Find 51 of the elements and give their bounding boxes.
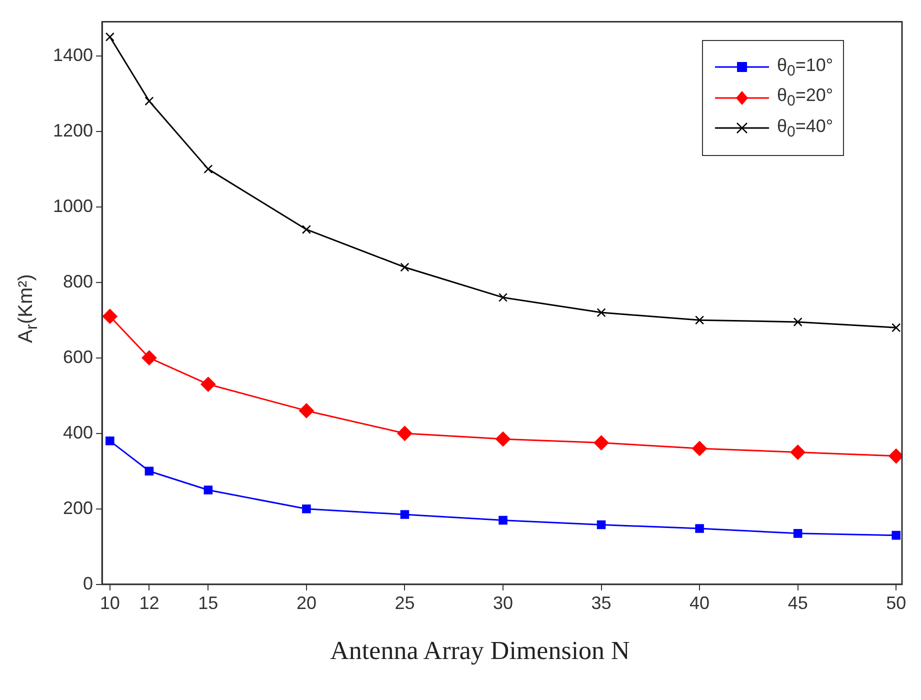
point [102, 308, 118, 324]
point [302, 224, 311, 234]
point [496, 432, 511, 447]
y-tick-label: 1000 [52, 196, 94, 216]
point [793, 529, 802, 538]
point [204, 164, 213, 174]
point [298, 403, 314, 418]
point [106, 436, 114, 446]
y-tick-label: 200 [62, 498, 94, 518]
point [302, 504, 311, 514]
point [790, 444, 806, 460]
x-tick-label: 45 [788, 593, 808, 614]
point [892, 530, 900, 540]
point [596, 520, 606, 530]
point [695, 316, 704, 325]
point [400, 510, 410, 519]
legend-label: θ$_{0}$=10° [777, 54, 834, 80]
point [144, 96, 154, 106]
legend-label: θ$_{0}$=40° [777, 116, 834, 141]
point [144, 466, 154, 476]
point [498, 292, 508, 302]
y-tick-label: 800 [62, 271, 94, 292]
x-axis-title: Antenna Array Dimension N [329, 636, 631, 666]
point [594, 435, 609, 450]
point [204, 486, 213, 494]
x-tick-label: 30 [492, 593, 514, 614]
point [793, 317, 802, 327]
x-tick-label: 40 [690, 593, 710, 614]
point [498, 516, 508, 525]
x-tick-label: 25 [394, 593, 415, 614]
point [400, 262, 410, 272]
x-tick-label: 15 [198, 593, 218, 614]
y-tick-label: 0 [83, 573, 94, 594]
x-tick-label: 35 [591, 593, 612, 614]
point [142, 350, 157, 366]
y-tick-label: 1400 [52, 44, 94, 65]
point [105, 32, 114, 42]
x-tick-label: 20 [296, 593, 316, 614]
y-tick-label: 400 [62, 422, 94, 442]
x-tick-label: 50 [886, 593, 906, 614]
point [695, 524, 704, 533]
y-tick-label: 600 [62, 346, 94, 367]
point [892, 323, 901, 332]
point [200, 376, 216, 392]
legend-label: θ$_{0}$=20° [777, 85, 834, 110]
x-tick-label: 12 [139, 593, 160, 614]
y-tick-label: 1200 [52, 120, 94, 140]
point [692, 440, 708, 456]
point [596, 308, 606, 318]
x-tick-label: 10 [100, 593, 120, 614]
point [397, 426, 412, 441]
